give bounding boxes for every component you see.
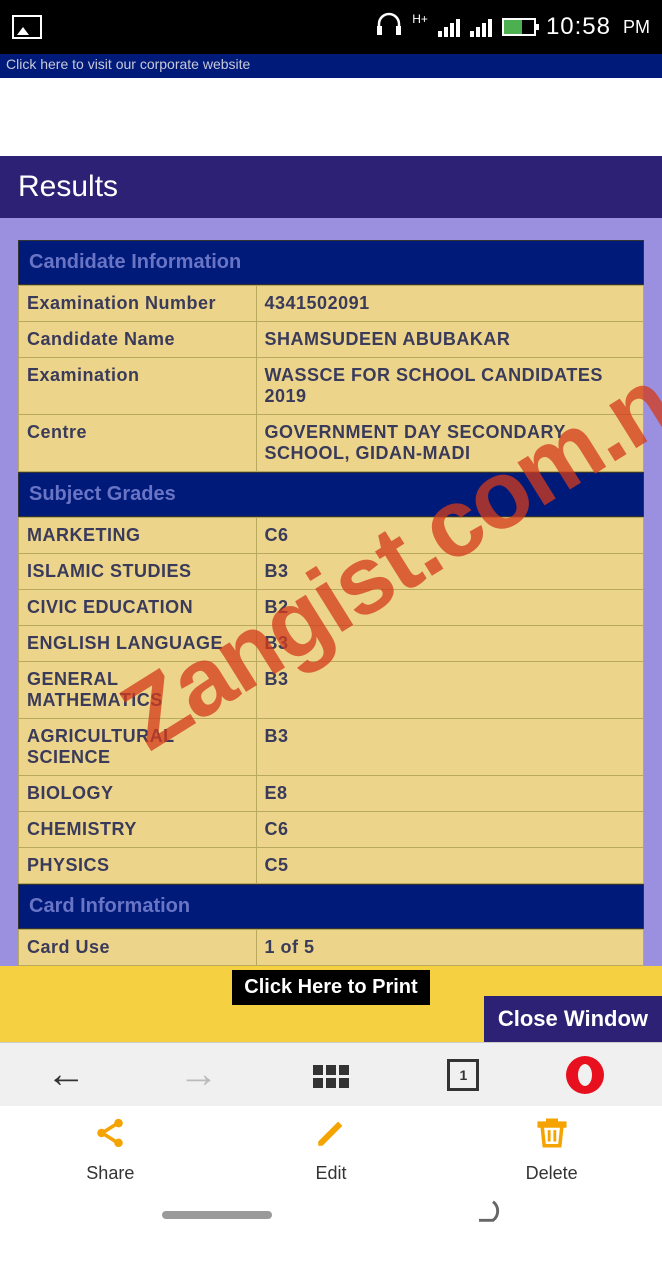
browser-toolbar: ← → 1 [0, 1042, 662, 1106]
subject-grade: B3 [256, 626, 644, 662]
share-label: Share [86, 1163, 134, 1184]
table-row: AGRICULTURAL SCIENCEB3 [19, 719, 644, 776]
candidate-info-table: Examination Number4341502091Candidate Na… [18, 285, 644, 472]
edit-label: Edit [315, 1163, 346, 1184]
subject-name: PHYSICS [19, 848, 257, 884]
android-status-bar: H+ 10:58 PM [0, 0, 662, 54]
info-value: 4341502091 [256, 286, 644, 322]
card-info-table: Card Use1 of 5 [18, 929, 644, 966]
subject-grade: E8 [256, 776, 644, 812]
close-window-button[interactable]: Close Window [484, 996, 662, 1042]
android-nav-bar [0, 1190, 662, 1240]
tabs-button[interactable]: 1 [433, 1059, 493, 1091]
table-row: BIOLOGYE8 [19, 776, 644, 812]
home-gesture-pill[interactable] [162, 1211, 272, 1219]
table-row: Examination Number4341502091 [19, 286, 644, 322]
share-button[interactable]: Share [50, 1116, 170, 1184]
subject-name: CIVIC EDUCATION [19, 590, 257, 626]
subject-grade: C5 [256, 848, 644, 884]
subject-name: ENGLISH LANGUAGE [19, 626, 257, 662]
subject-grades-header: Subject Grades [18, 472, 644, 517]
nav-back-button[interactable] [472, 1197, 500, 1233]
info-value: SHAMSUDEEN ABUBAKAR [256, 322, 644, 358]
table-row: ISLAMIC STUDIESB3 [19, 554, 644, 590]
card-info-header: Card Information [18, 884, 644, 929]
table-row: Card Use1 of 5 [19, 930, 644, 966]
results-panel: Candidate Information Examination Number… [0, 218, 662, 966]
info-value: GOVERNMENT DAY SECONDARY SCHOOL, GIDAN-M… [256, 415, 644, 472]
info-value: WASSCE FOR SCHOOL CANDIDATES 2019 [256, 358, 644, 415]
clock-time: 10:58 [546, 13, 611, 41]
delete-label: Delete [526, 1163, 578, 1184]
share-icon [93, 1116, 127, 1159]
table-row: Candidate NameSHAMSUDEEN ABUBAKAR [19, 322, 644, 358]
speed-dial-button[interactable] [301, 1062, 361, 1088]
subject-grade: B3 [256, 554, 644, 590]
headphones-icon [376, 12, 402, 42]
subject-grades-table: MARKETINGC6ISLAMIC STUDIESB3CIVIC EDUCAT… [18, 517, 644, 884]
info-label: Candidate Name [19, 322, 257, 358]
print-button[interactable]: Click Here to Print [232, 970, 429, 1005]
back-button[interactable]: ← [36, 1052, 96, 1097]
trash-icon [535, 1116, 569, 1159]
subject-grade: C6 [256, 812, 644, 848]
subject-name: GENERAL MATHEMATICS [19, 662, 257, 719]
delete-button[interactable]: Delete [492, 1116, 612, 1184]
screenshot-actions: Share Edit Delete [0, 1106, 662, 1190]
subject-grade: C6 [256, 518, 644, 554]
candidate-info-header: Candidate Information [18, 240, 644, 285]
subject-name: MARKETING [19, 518, 257, 554]
table-row: CHEMISTRYC6 [19, 812, 644, 848]
table-row: CentreGOVERNMENT DAY SECONDARY SCHOOL, G… [19, 415, 644, 472]
subject-grade: B3 [256, 662, 644, 719]
table-row: GENERAL MATHEMATICSB3 [19, 662, 644, 719]
subject-grade: B3 [256, 719, 644, 776]
table-row: ExaminationWASSCE FOR SCHOOL CANDIDATES … [19, 358, 644, 415]
info-label: Centre [19, 415, 257, 472]
info-label: Examination [19, 358, 257, 415]
subject-grade: B2 [256, 590, 644, 626]
opera-menu-button[interactable] [566, 1056, 626, 1094]
signal-icon-2 [470, 17, 492, 37]
info-label: Card Use [19, 930, 257, 966]
table-row: CIVIC EDUCATIONB2 [19, 590, 644, 626]
pencil-icon [314, 1116, 348, 1159]
forward-button[interactable]: → [169, 1052, 229, 1097]
network-type-label: H+ [412, 12, 428, 26]
battery-icon [502, 18, 536, 36]
table-row: ENGLISH LANGUAGEB3 [19, 626, 644, 662]
subject-name: ISLAMIC STUDIES [19, 554, 257, 590]
image-icon [12, 15, 42, 39]
table-row: MARKETINGC6 [19, 518, 644, 554]
info-label: Examination Number [19, 286, 257, 322]
corporate-banner[interactable]: Click here to visit our corporate websit… [0, 54, 662, 78]
subject-name: CHEMISTRY [19, 812, 257, 848]
subject-name: AGRICULTURAL SCIENCE [19, 719, 257, 776]
action-strip: Click Here to Print Close Window [0, 966, 662, 1042]
page-title: Results [0, 156, 662, 218]
table-row: PHYSICSC5 [19, 848, 644, 884]
info-value: 1 of 5 [256, 930, 644, 966]
clock-period: PM [623, 17, 650, 38]
spacer [0, 78, 662, 156]
signal-icon [438, 17, 460, 37]
edit-button[interactable]: Edit [271, 1116, 391, 1184]
subject-name: BIOLOGY [19, 776, 257, 812]
